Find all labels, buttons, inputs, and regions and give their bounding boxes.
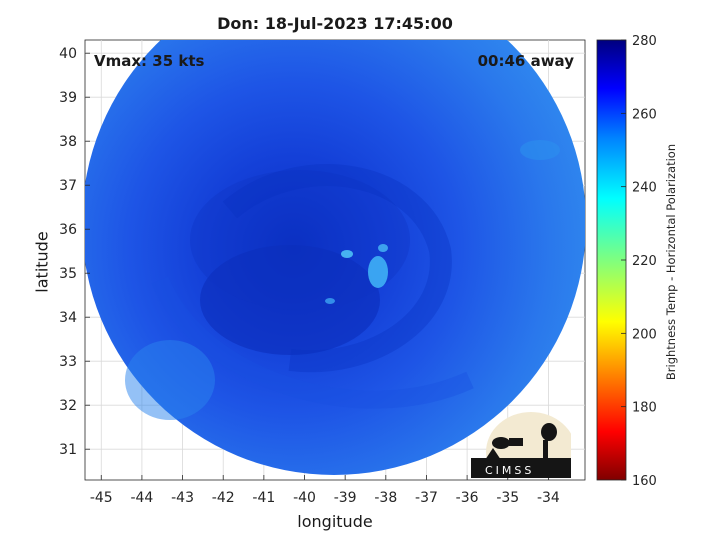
colorbar-tick-label: 260 — [632, 107, 657, 122]
x-tick-label: -36 — [456, 490, 479, 506]
x-tick-label: -38 — [374, 490, 397, 506]
y-tick-label: 35 — [59, 266, 77, 282]
y-tick-label: 38 — [59, 134, 77, 150]
y-tick-label: 36 — [59, 222, 77, 238]
colorbar-tick-label: 160 — [632, 474, 657, 489]
time-away-label: 00:46 away — [477, 52, 574, 70]
colorbar-tick-label: 240 — [632, 181, 657, 196]
y-tick-label: 31 — [59, 442, 77, 458]
y-axis-label: latitude — [32, 231, 52, 293]
y-tick-label: 32 — [59, 398, 77, 414]
y-tick-label: 40 — [59, 46, 77, 62]
y-axis-ticks: 31 32 33 34 35 36 37 38 39 40 — [59, 46, 90, 458]
x-tick-label: -35 — [496, 490, 519, 506]
x-axis-ticks: -45 -44 -43 -42 -41 -40 -39 -38 -37 -36 -35 -34 — [90, 475, 560, 506]
colorbar-tick-label: 280 — [632, 34, 657, 49]
y-tick-label: 33 — [59, 354, 77, 370]
y-tick-label: 39 — [59, 90, 77, 106]
x-tick-label: -37 — [415, 490, 438, 506]
x-tick-label: -42 — [212, 490, 235, 506]
logo-text: CIMSS — [485, 464, 534, 477]
x-tick-label: -40 — [293, 490, 316, 506]
x-tick-label: -45 — [90, 490, 113, 506]
colorbar-tick-label: 200 — [632, 327, 657, 342]
y-tick-label: 37 — [59, 178, 77, 194]
x-tick-label: -43 — [171, 490, 194, 506]
vmax-label: Vmax: 35 kts — [94, 52, 205, 70]
x-tick-label: -44 — [130, 490, 153, 506]
swath-image — [85, 40, 585, 475]
x-tick-label: -34 — [537, 490, 560, 506]
cimss-logo: CIMSS — [471, 412, 571, 478]
y-tick-label: 34 — [59, 310, 77, 326]
colorbar-tick-label: 220 — [632, 254, 657, 269]
x-tick-label: -39 — [334, 490, 357, 506]
chart-title: Don: 18-Jul-2023 17:45:00 — [217, 14, 453, 33]
colorbar-label: Brightness Temp - Horizontal Polarizatio… — [664, 143, 678, 381]
colorbar-tick-label: 180 — [632, 401, 657, 416]
x-tick-label: -41 — [252, 490, 275, 506]
colorbar-ticks: 160 180 200 220 240 260 280 — [621, 34, 657, 489]
x-axis-label: longitude — [297, 512, 373, 531]
